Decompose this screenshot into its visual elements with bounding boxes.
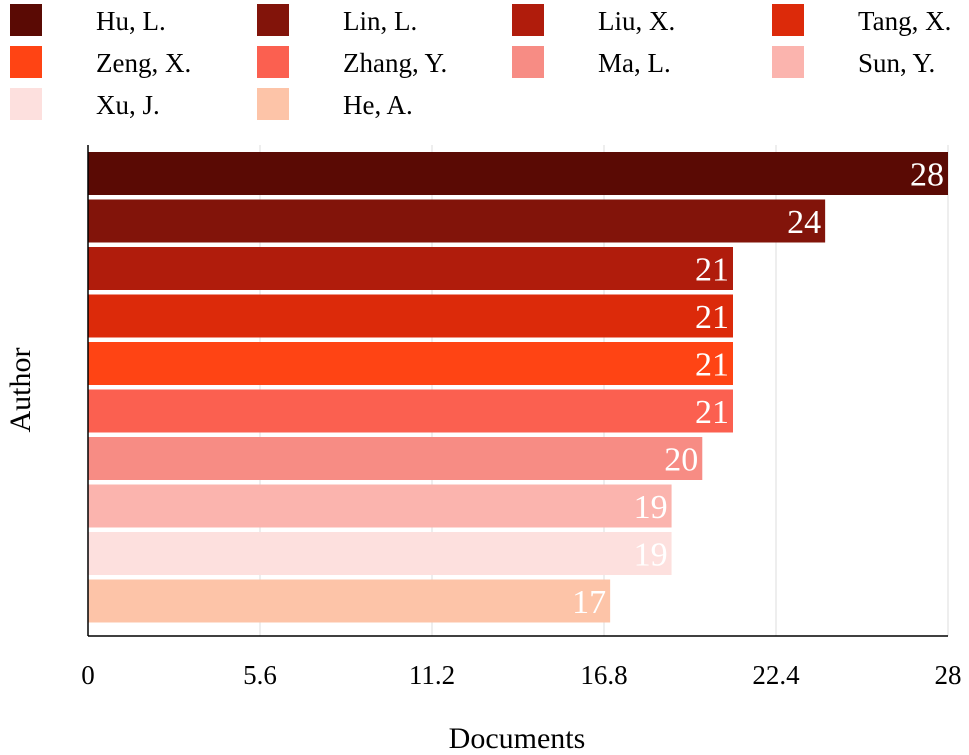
legend-item: Liu, X. [512,4,675,36]
bar-value-label: 19 [634,489,668,526]
legend-label: Liu, X. [598,6,675,36]
legend-item: Ma, L. [512,46,671,78]
x-tick-label: 28 [935,660,962,690]
bar [88,389,733,433]
legend-label: He, A. [343,90,413,120]
legend-item: Tang, X. [772,4,951,36]
legend-item: Xu, J. [10,88,160,120]
bar-value-label: 24 [787,204,821,241]
x-tick-label: 11.2 [409,660,455,690]
legend-label: Zhang, Y. [343,48,447,78]
legend-swatch [512,46,544,78]
legend-swatch [257,88,289,120]
legend-item: Zhang, Y. [257,46,447,78]
bar-value-label: 21 [695,299,729,336]
bar [88,484,672,528]
legend-item: Sun, Y. [772,46,935,78]
legend-swatch [257,4,289,36]
y-axis-title: Author [4,348,37,433]
legend-swatch [512,4,544,36]
bar-value-label: 17 [572,584,606,621]
bar [88,199,826,243]
legend-item: Hu, L. [10,4,166,36]
bar [88,294,733,338]
axes: 0 5.6 11.2 16.8 22.4 28 [81,145,962,690]
bar-value-label: 19 [634,537,668,574]
bar-value-label: 21 [695,347,729,384]
legend-item: Lin, L. [257,4,417,36]
x-tick-label: 16.8 [580,660,627,690]
legend-label: Xu, J. [96,90,160,120]
legend-swatch [10,88,42,120]
legend-label: Lin, L. [343,6,417,36]
legend-label: Ma, L. [598,48,671,78]
bar [88,152,948,195]
legend-label: Hu, L. [96,6,166,36]
x-axis-title: Documents [449,722,586,755]
bar-value-label: 21 [695,394,729,431]
legend-swatch [10,4,42,36]
bar [88,579,611,623]
legend-item: Zeng, X. [10,46,191,78]
legend-swatch [772,46,804,78]
bar-value-label: 20 [664,442,698,479]
legend-label: Zeng, X. [96,48,191,78]
bar-value-label: 21 [695,252,729,289]
bar [88,247,733,290]
legend-swatch [772,4,804,36]
bar-value-label: 28 [910,157,944,194]
bars: 28 24 21 21 21 21 20 19 19 17 [88,152,948,623]
legend-label: Sun, Y. [858,48,935,78]
x-tick-label: 5.6 [243,660,277,690]
x-tick-label: 22.4 [752,660,800,690]
bar [88,437,703,480]
bar [88,342,733,385]
legend-label: Tang, X. [858,6,951,36]
x-tick-label: 0 [81,660,95,690]
legend: Hu, L. Lin, L. Liu, X. Tang, X. Zeng, X. Zhan… [10,4,951,120]
bar [88,532,672,575]
legend-swatch [10,46,42,78]
legend-item: He, A. [257,88,413,120]
legend-swatch [257,46,289,78]
